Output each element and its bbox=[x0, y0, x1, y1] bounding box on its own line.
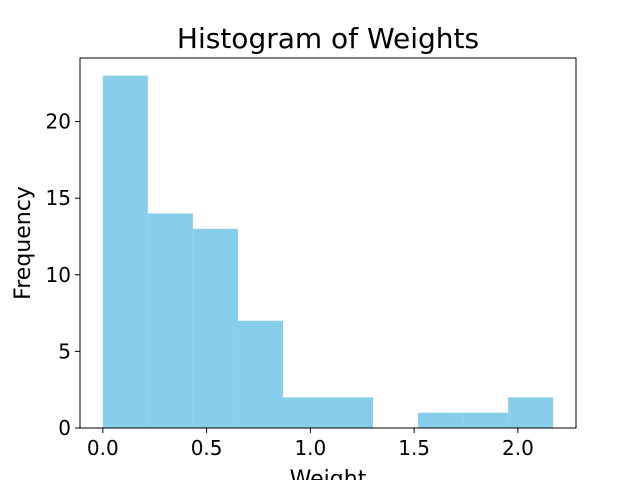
y-tick-label: 5 bbox=[58, 339, 71, 363]
x-axis-label: Weight bbox=[290, 467, 367, 480]
x-tick-label: 2.0 bbox=[502, 436, 534, 460]
y-tick-label: 0 bbox=[58, 416, 71, 440]
x-tick-label: 1.0 bbox=[294, 436, 326, 460]
plot-frame bbox=[79, 57, 577, 429]
histogram-bar bbox=[192, 228, 238, 428]
x-tick-label: 0.0 bbox=[87, 436, 119, 460]
histogram-bar bbox=[147, 213, 193, 428]
y-tick-label: 20 bbox=[46, 110, 71, 134]
histogram-bar bbox=[328, 397, 374, 428]
histogram-bar bbox=[508, 397, 554, 428]
histogram-bar bbox=[463, 412, 509, 428]
x-tick-label: 0.5 bbox=[191, 436, 223, 460]
chart-title: Histogram of Weights bbox=[177, 22, 479, 55]
histogram-bar bbox=[282, 397, 328, 428]
y-ticks: 0 5 10 15 20 bbox=[46, 110, 80, 440]
x-ticks: 0.0 0.5 1.0 1.5 2.0 bbox=[87, 428, 534, 460]
x-tick-label: 1.5 bbox=[398, 436, 430, 460]
y-axis-label: Frequency bbox=[11, 186, 36, 300]
histogram-bar bbox=[418, 412, 464, 428]
histogram-bar bbox=[237, 320, 283, 428]
y-tick-label: 15 bbox=[46, 186, 71, 210]
histogram-bar bbox=[102, 75, 148, 428]
bars-layer bbox=[102, 75, 554, 428]
y-tick-label: 10 bbox=[46, 263, 71, 287]
